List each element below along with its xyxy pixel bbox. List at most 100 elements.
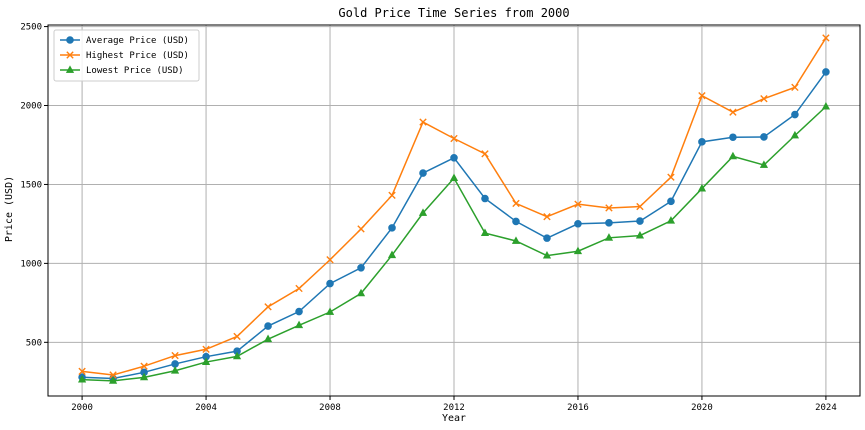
legend: Average Price (USD) Highest Price (USD) Lo… xyxy=(53,29,200,82)
data-point xyxy=(481,194,489,203)
data-point xyxy=(418,208,428,216)
data-point xyxy=(729,108,737,116)
legend-item: Average Price (USD) xyxy=(60,36,189,46)
data-point xyxy=(760,95,768,103)
data-point xyxy=(574,200,582,208)
x-marker-stroke xyxy=(698,92,706,100)
data-point xyxy=(202,345,210,353)
data-point xyxy=(449,173,459,182)
data-point xyxy=(295,307,303,316)
data-point xyxy=(821,101,831,110)
y-tick-label: 500 xyxy=(26,338,42,348)
data-point xyxy=(201,357,211,365)
x-marker-stroke xyxy=(326,256,334,264)
data-point xyxy=(171,351,179,360)
x-marker-stroke xyxy=(791,83,799,92)
legend-marker xyxy=(66,51,74,59)
data-point xyxy=(605,204,613,212)
data-point xyxy=(326,279,334,288)
data-point xyxy=(574,219,582,228)
x-marker-stroke xyxy=(388,191,396,200)
x-marker-stroke xyxy=(66,51,74,59)
data-point xyxy=(635,230,645,239)
data-point xyxy=(77,374,87,383)
data-point xyxy=(604,233,614,241)
x-marker-stroke xyxy=(264,303,272,311)
legend-label: Highest Price (USD) xyxy=(86,51,189,61)
y-tick-label: 1000 xyxy=(20,259,42,269)
x-tick-label: 2008 xyxy=(319,403,341,413)
legend-label: Lowest Price (USD) xyxy=(86,66,184,76)
x-marker-stroke xyxy=(171,351,179,360)
data-point xyxy=(170,366,180,374)
legend-box xyxy=(53,29,200,82)
data-point xyxy=(759,160,769,168)
x-tick-label: 2004 xyxy=(195,403,217,413)
data-point xyxy=(698,92,706,100)
x-tick-label: 2016 xyxy=(567,403,589,413)
x-marker-stroke xyxy=(140,362,148,370)
data-point xyxy=(636,202,644,211)
data-point xyxy=(264,322,272,330)
y-axis-ticks: 500 1000 1500 2000 2500 xyxy=(20,23,48,348)
data-point xyxy=(666,216,676,224)
data-point xyxy=(480,228,490,236)
data-point xyxy=(790,130,800,139)
x-tick-label: 2024 xyxy=(815,403,837,413)
data-point xyxy=(450,134,458,143)
legend-label: Average Price (USD) xyxy=(86,36,189,46)
x-marker-stroke xyxy=(109,371,117,379)
x-axis-ticks: 2000 2004 2008 2012 2016 2020 2024 xyxy=(71,396,837,413)
series-layer xyxy=(77,34,831,384)
data-point xyxy=(822,68,830,76)
legend-item: Highest Price (USD) xyxy=(60,51,189,61)
data-point xyxy=(263,334,273,343)
data-point xyxy=(481,150,489,158)
data-point xyxy=(233,332,241,341)
x-marker-stroke xyxy=(574,200,582,208)
data-point xyxy=(728,151,738,160)
data-point xyxy=(294,320,304,329)
series-3 xyxy=(77,101,831,384)
grid-lines xyxy=(48,25,860,396)
data-point xyxy=(140,362,148,370)
x-marker-stroke xyxy=(543,212,551,221)
x-marker-stroke xyxy=(605,204,613,212)
x-marker-stroke xyxy=(357,225,365,233)
x-marker-stroke xyxy=(202,345,210,353)
series-1 xyxy=(78,68,830,383)
data-point xyxy=(605,219,613,227)
x-tick-label: 2012 xyxy=(443,403,465,413)
data-point xyxy=(791,110,799,119)
data-point xyxy=(109,371,117,379)
x-tick-label: 2020 xyxy=(691,403,713,413)
x-marker-stroke xyxy=(822,34,830,42)
data-point xyxy=(326,256,334,264)
data-point xyxy=(357,225,365,233)
x-marker-stroke xyxy=(636,202,644,211)
data-point xyxy=(512,217,520,226)
data-point xyxy=(108,376,118,384)
x-marker-stroke xyxy=(78,367,86,376)
legend-item: Lowest Price (USD) xyxy=(60,65,184,76)
data-point xyxy=(667,173,675,181)
x-axis-label: Year xyxy=(442,413,466,424)
data-point xyxy=(264,303,272,311)
x-tick-label: 2000 xyxy=(71,403,93,413)
data-point xyxy=(791,83,799,92)
x-marker-stroke xyxy=(481,150,489,158)
data-point xyxy=(543,212,551,221)
data-point xyxy=(419,118,427,126)
x-marker-stroke xyxy=(233,332,241,341)
data-point xyxy=(388,191,396,200)
x-marker-stroke xyxy=(512,199,520,208)
x-marker-stroke xyxy=(450,134,458,143)
x-marker-stroke xyxy=(295,284,303,293)
x-marker-stroke xyxy=(667,173,675,181)
data-point xyxy=(667,197,675,206)
data-point xyxy=(78,367,86,376)
data-point xyxy=(543,234,551,242)
data-point xyxy=(232,351,242,360)
data-point xyxy=(450,153,458,162)
